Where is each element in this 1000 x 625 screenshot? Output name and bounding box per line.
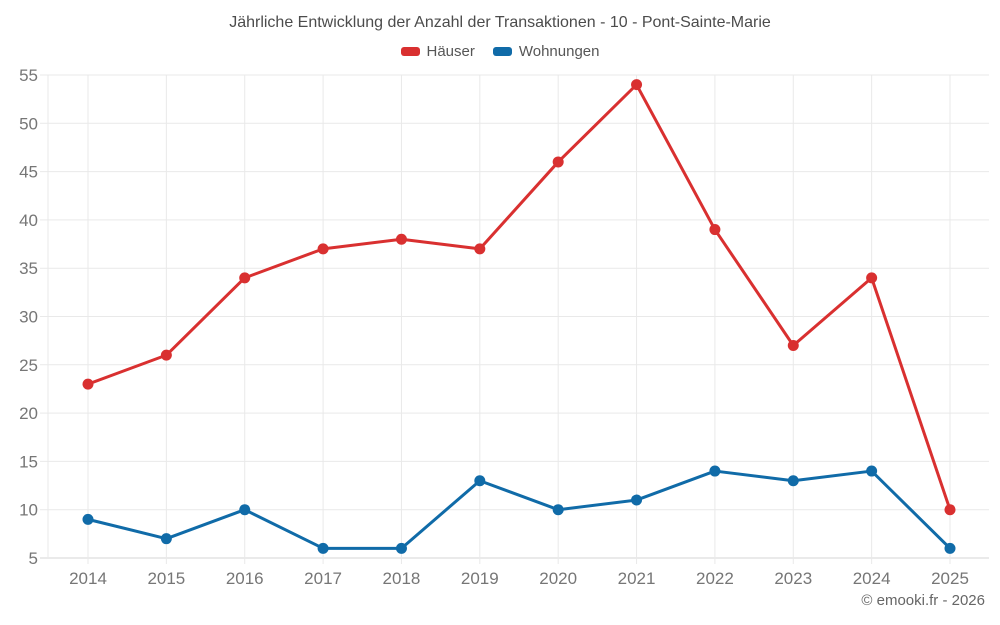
data-point-häuser[interactable] bbox=[787, 339, 799, 351]
y-axis-label: 45 bbox=[19, 163, 38, 182]
data-point-häuser[interactable] bbox=[474, 243, 486, 255]
legend-item-hauser[interactable]: Häuser bbox=[400, 43, 475, 61]
x-axis-label: 2018 bbox=[383, 569, 421, 588]
legend-swatch-wohnungen bbox=[492, 47, 512, 57]
legend-label-wohnungen: Wohnungen bbox=[518, 43, 600, 61]
data-point-wohnungen[interactable] bbox=[631, 494, 643, 506]
data-point-wohnungen[interactable] bbox=[787, 475, 799, 487]
legend-swatch-hauser bbox=[400, 47, 420, 57]
data-point-häuser[interactable] bbox=[160, 349, 172, 361]
data-point-wohnungen[interactable] bbox=[239, 504, 251, 516]
x-axis-label: 2014 bbox=[69, 569, 107, 588]
y-axis-label: 15 bbox=[19, 452, 38, 471]
x-axis-label: 2025 bbox=[931, 569, 969, 588]
data-point-häuser[interactable] bbox=[552, 156, 564, 168]
data-point-wohnungen[interactable] bbox=[474, 475, 486, 487]
chart-header: Jährliche Entwicklung der Anzahl der Tra… bbox=[0, 0, 1000, 60]
x-axis-label: 2015 bbox=[147, 569, 185, 588]
data-point-wohnungen[interactable] bbox=[82, 513, 94, 525]
legend-label-hauser: Häuser bbox=[426, 43, 475, 61]
x-axis-label: 2016 bbox=[226, 569, 264, 588]
footer-credit: © emooki.fr - 2026 bbox=[861, 592, 985, 609]
data-point-häuser[interactable] bbox=[866, 272, 878, 284]
data-point-wohnungen[interactable] bbox=[866, 465, 878, 477]
y-axis-label: 40 bbox=[19, 211, 38, 230]
y-axis-label: 35 bbox=[19, 259, 38, 278]
x-axis-label: 2019 bbox=[461, 569, 499, 588]
data-point-wohnungen[interactable] bbox=[552, 504, 564, 516]
y-axis-label: 50 bbox=[19, 114, 38, 133]
chart-title: Jährliche Entwicklung der Anzahl der Tra… bbox=[229, 14, 771, 31]
series-line-wohnungen bbox=[86, 469, 952, 550]
y-axis-label: 10 bbox=[19, 501, 38, 520]
x-axis-label: 2021 bbox=[618, 569, 656, 588]
data-point-häuser[interactable] bbox=[239, 272, 251, 284]
x-axis-label: 2024 bbox=[853, 569, 891, 588]
data-point-häuser[interactable] bbox=[395, 233, 407, 245]
data-point-wohnungen[interactable] bbox=[709, 465, 721, 477]
data-point-häuser[interactable] bbox=[709, 224, 721, 236]
data-point-häuser[interactable] bbox=[944, 504, 956, 516]
chart-legend: Häuser Wohnungen bbox=[0, 43, 1000, 60]
x-axis-label: 2017 bbox=[304, 569, 342, 588]
y-axis-label: 30 bbox=[19, 308, 38, 327]
data-point-häuser[interactable] bbox=[317, 243, 329, 255]
y-axis-label: 25 bbox=[19, 356, 38, 375]
data-point-wohnungen[interactable] bbox=[160, 533, 172, 545]
legend-item-wohnungen[interactable]: Wohnungen bbox=[492, 43, 600, 61]
data-point-wohnungen[interactable] bbox=[395, 542, 407, 554]
y-axis-label: 5 bbox=[29, 549, 38, 568]
y-axis-label: 55 bbox=[19, 66, 38, 85]
y-axis-label: 20 bbox=[19, 404, 38, 423]
x-axis-label: 2022 bbox=[696, 569, 734, 588]
data-point-wohnungen[interactable] bbox=[317, 542, 329, 554]
x-axis-label: 2020 bbox=[539, 569, 577, 588]
data-point-wohnungen[interactable] bbox=[944, 542, 956, 554]
series-line-häuser bbox=[86, 83, 952, 512]
x-axis-label: 2023 bbox=[774, 569, 812, 588]
data-point-häuser[interactable] bbox=[631, 79, 643, 91]
data-point-häuser[interactable] bbox=[82, 378, 94, 390]
